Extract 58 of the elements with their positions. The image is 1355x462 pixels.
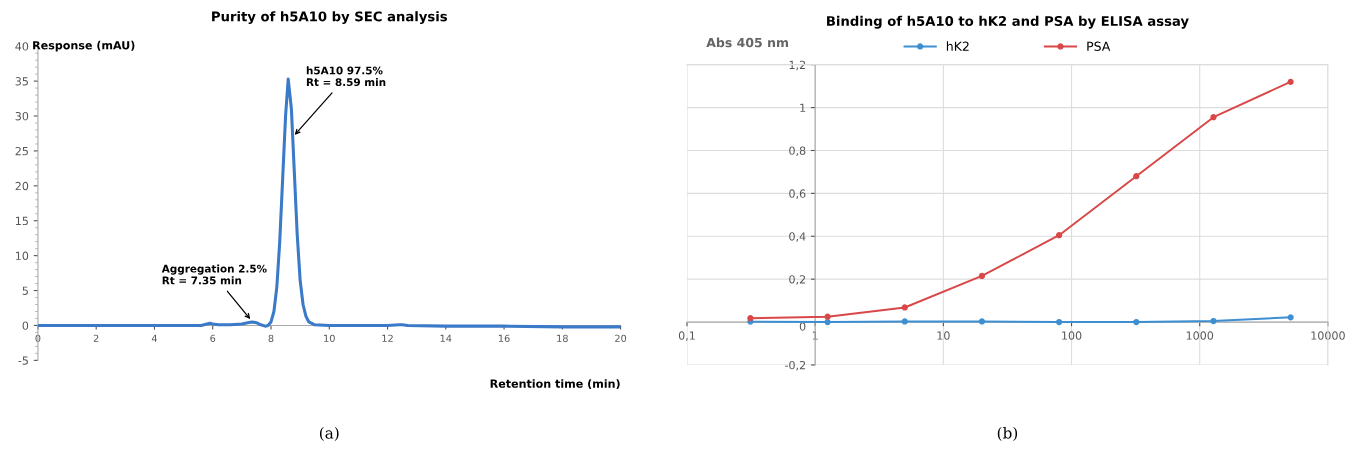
point	[1287, 314, 1294, 321]
y-tick-label: -5	[18, 356, 28, 365]
text: (b)	[997, 426, 1018, 441]
x-tick-label: 0	[35, 334, 41, 343]
y-tick-label: 0	[22, 321, 29, 330]
x-tick-label: 20	[615, 334, 627, 343]
y-tick-label: 15	[15, 216, 28, 226]
y-tick-label: 25	[15, 146, 28, 156]
x-tick-label: 16	[498, 334, 510, 343]
y-tick-label: 0,4	[789, 232, 806, 242]
point	[901, 304, 908, 311]
y-axis-title: Response (mAU)	[33, 40, 135, 52]
y-tick-label: 1	[800, 103, 806, 112]
point	[1133, 173, 1140, 180]
x-tick-label: 10	[937, 331, 950, 340]
point	[1133, 318, 1140, 326]
text: (a)	[319, 426, 339, 441]
chart-title: Binding of h5A10 to hK2 and PSA by ELISA assay	[827, 15, 1189, 29]
x-tick-label: 10	[324, 334, 335, 343]
x-tick-label: 18	[557, 334, 568, 343]
point	[1210, 114, 1217, 121]
y-tick-label: 0,6	[789, 189, 806, 199]
y-tick-label: 10	[15, 251, 29, 261]
point	[1055, 232, 1063, 239]
legend-label: hK2	[946, 41, 969, 51]
x-tick-label: 4	[151, 334, 158, 342]
annotation: h5A10 97.5% Rt = 8.59 min	[306, 66, 386, 87]
y-tick-label: 5	[22, 286, 28, 295]
point	[1287, 78, 1294, 85]
point	[978, 318, 986, 325]
point	[978, 272, 986, 280]
point	[901, 318, 908, 325]
y-tick-label: 40	[15, 42, 29, 51]
x-tick-label: 1000	[1186, 331, 1214, 340]
point	[824, 313, 831, 320]
x-tick-label: 100	[1062, 331, 1082, 340]
x-tick-label: 6	[210, 334, 216, 343]
y-tick-label: -0,2	[785, 360, 806, 371]
legend-label: PSA	[1087, 41, 1111, 52]
x-tick-label: 1	[812, 331, 818, 340]
point	[1055, 318, 1063, 326]
y-tick-label: 0,2	[789, 275, 806, 285]
x-tick-label: 12	[382, 334, 393, 342]
x-tick-label: 10000	[1311, 331, 1345, 340]
y-tick-label: 35	[15, 77, 28, 86]
y-tick-label: 0,8	[789, 146, 806, 156]
line-series	[37, 77, 621, 329]
chart-title: Purity of h5A10 by SEC analysis	[212, 11, 447, 25]
annotation: Aggregation 2.5% Rt = 7.35 min	[161, 264, 267, 285]
y-axis-title: Abs 405 nm	[706, 37, 789, 48]
x-tick-label: 14	[440, 334, 452, 342]
point	[1210, 317, 1217, 325]
y-tick-label: 20	[15, 181, 29, 191]
x-axis-title: Retention time (min)	[490, 379, 620, 390]
y-tick-label: 30	[15, 111, 29, 121]
x-tick-label: 2	[93, 334, 99, 342]
x-tick-label: 8	[268, 334, 274, 343]
x-tick-label: 0,1	[678, 331, 695, 341]
